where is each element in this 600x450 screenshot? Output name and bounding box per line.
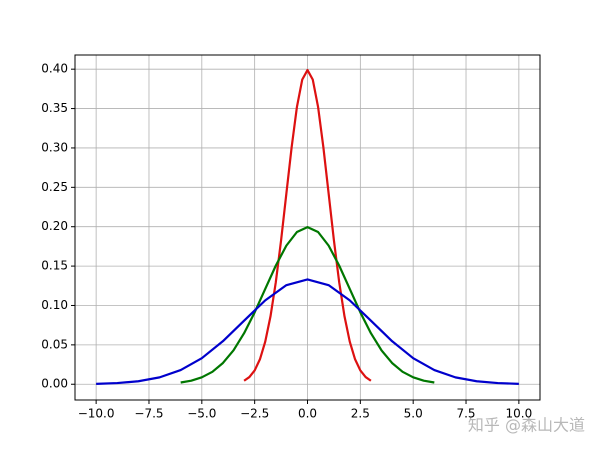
y-tick-label: 0.05 [41,337,68,351]
x-tick-label: 2.5 [351,407,370,421]
y-tick-label: 0.20 [41,219,68,233]
x-tick-label: −2.5 [240,407,269,421]
line-series [96,278,519,385]
y-tick-label: 0.25 [41,180,68,194]
x-tick-label: −10.0 [78,407,115,421]
y-tick-label: 0.40 [41,62,68,76]
line-series [243,68,372,382]
x-tick-label: 0.0 [298,407,317,421]
watermark: 知乎 @森山大道 [468,416,585,435]
x-tick-label: −5.0 [187,407,216,421]
line-series [180,226,435,384]
x-tick-label: 5.0 [404,407,423,421]
y-tick-label: 0.30 [41,140,68,154]
y-tick-label: 0.00 [41,377,68,391]
y-tick-label: 0.10 [41,298,68,312]
y-tick-label: 0.35 [41,101,68,115]
x-tick-label: 7.5 [456,407,475,421]
plot-frame [74,54,541,401]
x-tick-label: 10.0 [506,407,533,421]
x-tick-label: −7.5 [134,407,163,421]
y-tick-label: 0.15 [41,259,68,273]
